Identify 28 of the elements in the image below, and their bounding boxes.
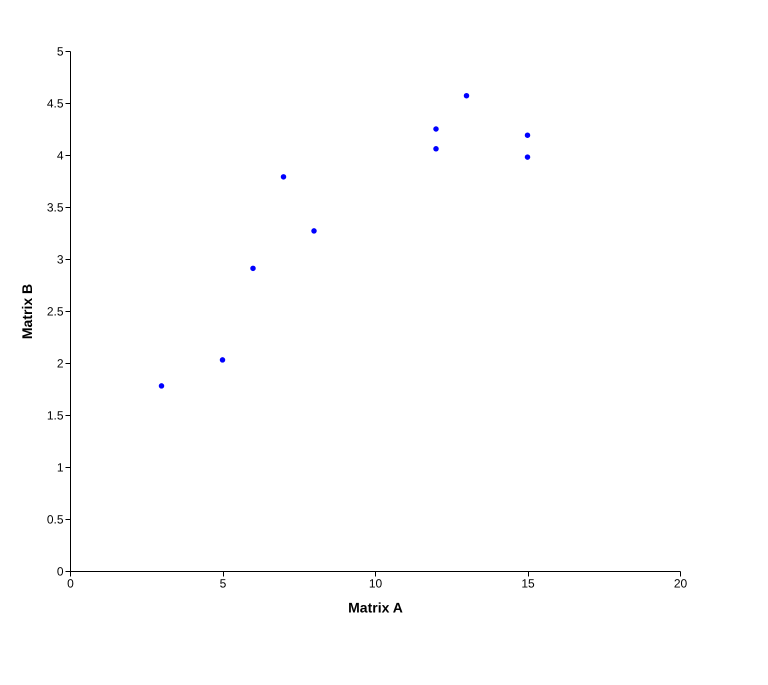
x-tick-label: 15 xyxy=(521,576,535,590)
y-tick-label: 1.5 xyxy=(46,408,64,422)
point xyxy=(433,126,439,132)
y-tick-label: 2 xyxy=(56,356,64,370)
y-tick-label: 0 xyxy=(56,564,64,578)
x-axis-title: Matrix A xyxy=(348,600,403,616)
point xyxy=(250,266,256,272)
point xyxy=(433,146,439,152)
point xyxy=(280,174,286,180)
y-tick-label: 2.5 xyxy=(46,304,64,318)
y-tick-label: 1 xyxy=(56,460,64,474)
y-axis-title: Matrix B xyxy=(18,284,35,340)
y-tick-label: 3 xyxy=(56,252,64,266)
point xyxy=(311,228,317,234)
y-tick-label: 0.5 xyxy=(46,512,64,526)
y-tick-label: 4 xyxy=(56,148,64,162)
y-tick-label: 4.5 xyxy=(46,96,64,110)
x-tick-label: 0 xyxy=(67,576,74,590)
x-tick-label: 20 xyxy=(674,576,688,590)
x-tick-label: 5 xyxy=(220,576,227,590)
x-tick-label: 10 xyxy=(368,576,382,590)
y-tick-label: 5 xyxy=(56,44,64,58)
point xyxy=(524,154,530,160)
point xyxy=(220,357,226,363)
y-tick-label: 3.5 xyxy=(46,200,64,214)
point xyxy=(524,132,530,138)
point xyxy=(464,92,470,98)
point xyxy=(158,383,164,389)
